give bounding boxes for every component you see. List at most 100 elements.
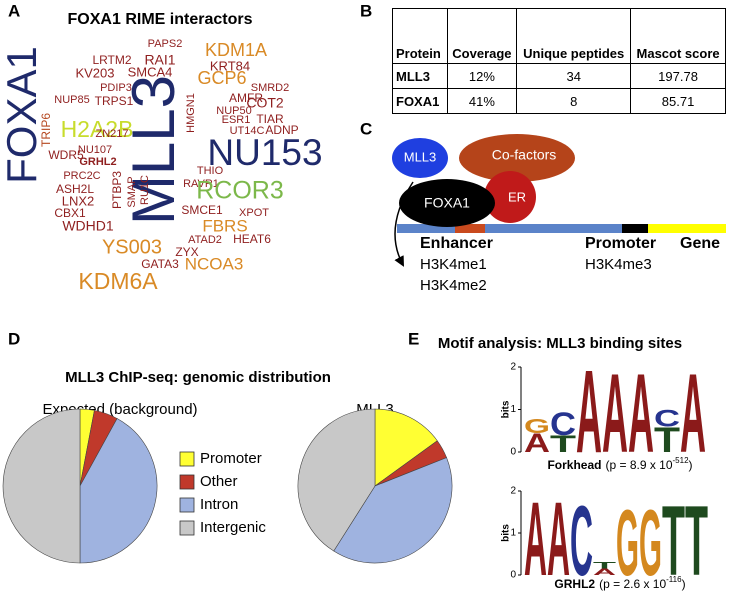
y-tick-label: 0 bbox=[510, 570, 516, 581]
logo-letter: A bbox=[547, 482, 570, 593]
logo-letter: G bbox=[616, 491, 639, 593]
promoter-site bbox=[622, 224, 648, 233]
word: NCOA3 bbox=[185, 254, 244, 273]
caption-part: (p = 2.6 x 10 bbox=[599, 577, 666, 591]
logo-letter: C bbox=[654, 406, 680, 432]
y-tick-label: 1 bbox=[510, 404, 516, 415]
logo-letter: A bbox=[524, 428, 550, 458]
header-cell: Mascot score bbox=[630, 8, 726, 64]
word: NU153 bbox=[207, 132, 322, 173]
pie-slice bbox=[333, 457, 453, 564]
panel-label: A bbox=[8, 1, 20, 20]
word: H2A2B bbox=[61, 116, 134, 142]
legend-swatch bbox=[179, 497, 195, 513]
y-tick-label: 1 bbox=[510, 528, 516, 539]
motif-caption: Forkhead (p = 8.9 x 10-512) bbox=[547, 456, 692, 472]
word: KRT84 bbox=[210, 58, 250, 73]
word: PDIP3 bbox=[100, 82, 132, 94]
pie-slice bbox=[79, 418, 158, 564]
node-label: MLL3 bbox=[404, 149, 437, 164]
pie-slice bbox=[297, 408, 376, 552]
logo-letter: A bbox=[524, 482, 547, 593]
word: RCOR3 bbox=[196, 177, 284, 205]
histone-mark: H3K4me3 bbox=[585, 256, 652, 273]
legend-label: Intergenic bbox=[200, 519, 266, 536]
foxa1-node bbox=[399, 179, 495, 227]
word: RAI1 bbox=[144, 52, 175, 68]
cell: FOXA1 bbox=[392, 88, 448, 114]
node-label: ER bbox=[508, 189, 526, 204]
histone-mark: H3K4me1 bbox=[420, 256, 487, 273]
caption-part: GRHL2 bbox=[554, 577, 595, 591]
word: KDM6A bbox=[78, 268, 158, 294]
word: THIO bbox=[197, 165, 224, 177]
word: ASH2L bbox=[56, 182, 94, 196]
logo-letter: A bbox=[628, 351, 654, 476]
word: YS003 bbox=[102, 236, 162, 258]
chart-title: MLL3 ChIP-seq: genomic distribution bbox=[65, 369, 331, 386]
word: LRTM2 bbox=[92, 53, 131, 67]
word: ZYX bbox=[175, 245, 198, 259]
legend-swatch bbox=[179, 520, 195, 536]
word: HEAT6 bbox=[233, 232, 271, 246]
word: HMGN1 bbox=[185, 93, 197, 133]
panel-label: B bbox=[360, 1, 372, 20]
word: TRPS1 bbox=[95, 94, 134, 108]
word: ESR1 bbox=[222, 114, 251, 126]
header-cell: Unique peptides bbox=[516, 8, 632, 64]
word: UT14C bbox=[230, 125, 265, 137]
panel-label: C bbox=[360, 119, 372, 138]
word: FOXA1 bbox=[0, 46, 45, 184]
word: FBRS bbox=[202, 216, 247, 235]
word: SMCA4 bbox=[128, 64, 173, 79]
logo-letter: G bbox=[639, 491, 662, 593]
y-tick-label: 2 bbox=[510, 362, 516, 373]
panel-label: E bbox=[408, 329, 419, 348]
header-cell: Protein bbox=[392, 8, 448, 64]
node-label: Co-factors bbox=[492, 147, 557, 163]
caption-part: Forkhead bbox=[547, 458, 601, 472]
word: NUP50 bbox=[216, 105, 251, 117]
logo-letter: T bbox=[685, 485, 708, 593]
word: ATAD2 bbox=[188, 234, 222, 246]
word: SMCE1 bbox=[181, 203, 223, 217]
legend-swatch bbox=[179, 474, 195, 490]
caption-part: ) bbox=[689, 458, 693, 472]
word: XPOT bbox=[239, 207, 269, 219]
word: NU107 bbox=[78, 144, 112, 156]
node-label: FOXA1 bbox=[424, 195, 470, 211]
logo-letter: T bbox=[550, 431, 577, 457]
cell: 12% bbox=[446, 63, 518, 89]
header-cell: Coverage bbox=[446, 8, 518, 64]
logo-letter: G bbox=[524, 415, 550, 438]
legend-swatch bbox=[179, 451, 195, 467]
word: PAPS2 bbox=[148, 38, 183, 50]
gene-body bbox=[648, 224, 726, 233]
table-row: MLL3 12% 34 197.78 bbox=[392, 63, 726, 89]
y-tick-label: 0 bbox=[510, 447, 516, 458]
legend-label: Other bbox=[200, 473, 238, 490]
cell: 197.78 bbox=[630, 63, 726, 89]
cofactors-node bbox=[459, 134, 575, 182]
legend-label: Promoter bbox=[200, 450, 262, 467]
caption-part: (p = 8.9 x 10 bbox=[605, 458, 672, 472]
dna-strand bbox=[397, 224, 625, 233]
region-label: Gene bbox=[680, 235, 720, 252]
word: WDHD1 bbox=[62, 218, 114, 234]
logo-letter: T bbox=[654, 420, 680, 460]
enhancer-site bbox=[455, 224, 485, 233]
word: TRIP6 bbox=[39, 113, 53, 147]
logo-letter: A bbox=[576, 347, 602, 478]
logo-letter: T bbox=[662, 485, 685, 593]
word: COT2 bbox=[246, 95, 284, 111]
mll3-node bbox=[392, 138, 448, 178]
arrow bbox=[394, 181, 414, 267]
y-tick-label: 2 bbox=[510, 486, 516, 497]
y-axis-label: bits bbox=[501, 524, 512, 542]
word: MLL3 bbox=[120, 75, 187, 225]
word-cloud-title: FOXA1 RIME interactors bbox=[68, 11, 253, 28]
word: SMRD2 bbox=[251, 82, 290, 94]
word: WDR5 bbox=[48, 148, 84, 162]
legend-label: Intron bbox=[200, 496, 238, 513]
